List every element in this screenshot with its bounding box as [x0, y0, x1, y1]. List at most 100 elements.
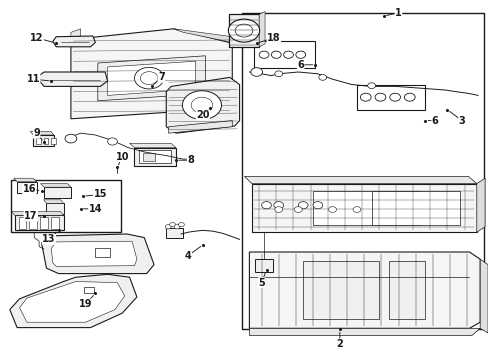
- Text: 12: 12: [30, 33, 43, 43]
- Polygon shape: [249, 328, 479, 336]
- Polygon shape: [98, 56, 205, 101]
- Circle shape: [367, 83, 375, 89]
- Circle shape: [235, 24, 252, 37]
- Bar: [142, 153, 155, 161]
- Polygon shape: [255, 259, 272, 272]
- Polygon shape: [41, 234, 154, 274]
- Polygon shape: [249, 252, 479, 328]
- Polygon shape: [71, 29, 232, 119]
- Circle shape: [169, 222, 175, 227]
- Polygon shape: [41, 184, 71, 187]
- Polygon shape: [46, 203, 63, 214]
- Polygon shape: [107, 61, 195, 95]
- Polygon shape: [259, 12, 264, 47]
- Text: 14: 14: [88, 204, 102, 214]
- Bar: [312, 191, 420, 225]
- Polygon shape: [244, 176, 476, 184]
- Circle shape: [298, 202, 307, 209]
- Text: 16: 16: [22, 184, 36, 194]
- Circle shape: [134, 67, 163, 89]
- Bar: [356, 85, 425, 110]
- Circle shape: [274, 71, 282, 77]
- Bar: [51, 217, 59, 229]
- Circle shape: [295, 51, 305, 58]
- Polygon shape: [43, 200, 63, 203]
- Circle shape: [312, 202, 322, 209]
- Circle shape: [389, 93, 400, 101]
- Circle shape: [250, 68, 262, 76]
- Circle shape: [191, 97, 212, 113]
- Bar: [19, 217, 26, 229]
- Polygon shape: [20, 282, 124, 322]
- Bar: [303, 261, 378, 319]
- Text: 11: 11: [26, 74, 40, 84]
- Bar: [388, 261, 425, 319]
- Text: 2: 2: [336, 339, 343, 349]
- Text: 9: 9: [33, 128, 40, 138]
- Text: 6: 6: [297, 60, 304, 70]
- Text: 19: 19: [79, 299, 92, 309]
- Bar: [139, 150, 171, 163]
- Text: 20: 20: [196, 110, 209, 120]
- Circle shape: [165, 225, 171, 229]
- Circle shape: [178, 222, 184, 227]
- Bar: [36, 138, 41, 144]
- Polygon shape: [166, 77, 239, 133]
- Circle shape: [273, 202, 283, 209]
- Bar: [242, 13, 483, 329]
- Text: 3: 3: [458, 116, 465, 126]
- Text: 17: 17: [24, 211, 38, 221]
- Circle shape: [360, 93, 370, 101]
- Polygon shape: [129, 143, 176, 148]
- Bar: [371, 191, 459, 225]
- Text: 13: 13: [42, 234, 56, 244]
- Circle shape: [271, 51, 281, 58]
- Bar: [51, 138, 56, 144]
- Bar: [29, 217, 37, 229]
- Bar: [43, 138, 48, 144]
- Circle shape: [283, 51, 293, 58]
- Text: 7: 7: [158, 72, 164, 82]
- Polygon shape: [44, 187, 71, 198]
- Polygon shape: [228, 14, 259, 47]
- Polygon shape: [12, 212, 63, 215]
- Circle shape: [261, 202, 271, 209]
- Text: 8: 8: [187, 155, 194, 165]
- Circle shape: [228, 19, 259, 42]
- Polygon shape: [173, 29, 232, 42]
- Circle shape: [65, 134, 77, 143]
- Bar: [95, 248, 110, 257]
- Circle shape: [107, 138, 117, 145]
- Text: 4: 4: [184, 251, 191, 261]
- Text: 18: 18: [266, 33, 280, 43]
- Polygon shape: [14, 178, 37, 182]
- Polygon shape: [51, 241, 137, 266]
- Text: 6: 6: [431, 116, 438, 126]
- Polygon shape: [71, 29, 81, 40]
- Text: 5: 5: [258, 278, 264, 288]
- Circle shape: [174, 225, 180, 229]
- Polygon shape: [15, 215, 63, 230]
- Text: 1: 1: [394, 8, 401, 18]
- Circle shape: [182, 91, 221, 120]
- Circle shape: [404, 93, 414, 101]
- Polygon shape: [53, 36, 95, 47]
- Polygon shape: [168, 121, 232, 133]
- Circle shape: [259, 51, 268, 58]
- Bar: [254, 41, 315, 68]
- Polygon shape: [37, 72, 107, 86]
- Circle shape: [318, 75, 326, 80]
- Circle shape: [140, 72, 158, 85]
- Bar: [40, 217, 48, 229]
- Circle shape: [274, 207, 282, 212]
- Polygon shape: [10, 274, 137, 328]
- Text: 15: 15: [93, 189, 107, 199]
- Polygon shape: [134, 148, 176, 166]
- Circle shape: [374, 93, 385, 101]
- Polygon shape: [17, 182, 37, 193]
- Polygon shape: [251, 184, 476, 232]
- Bar: [11, 180, 121, 232]
- Polygon shape: [33, 135, 54, 146]
- Polygon shape: [166, 228, 183, 238]
- Bar: [84, 287, 94, 293]
